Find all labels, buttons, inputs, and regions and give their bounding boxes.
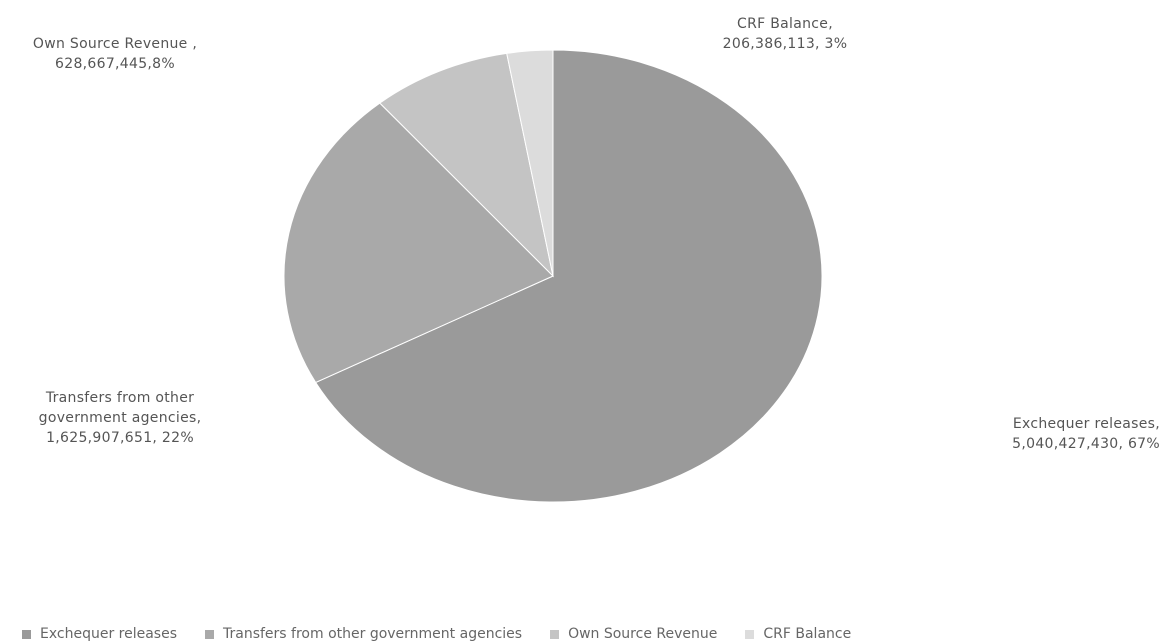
legend-label: Transfers from other government agencies: [223, 626, 523, 642]
legend-swatch-exchequer-releases: [22, 629, 31, 639]
legend-item-own-source-revenue: Own Source Revenue: [550, 626, 717, 642]
legend-label: CRF Balance: [763, 626, 852, 642]
pie-slices: [283, 49, 823, 503]
data-label-crf-balance: CRF Balance, 206,386,113, 3%: [722, 16, 848, 52]
legend-label: Exchequer releases: [40, 626, 177, 642]
legend-item-crf-balance: CRF Balance: [745, 626, 851, 642]
legend-item-transfers: Transfers from other government agencies: [205, 626, 522, 642]
data-label-exchequer-releases: Exchequer releases, 5,040,427,430, 67%: [1012, 416, 1160, 452]
pie-slice-own-source-revenue: [379, 52, 554, 278]
legend-swatch-own-source-revenue: [550, 629, 560, 639]
legend-swatch-transfers: [205, 629, 214, 639]
legend-label: Own Source Revenue: [568, 626, 718, 642]
data-label-own-source-revenue: Own Source Revenue , 628,667,445,8%: [32, 36, 198, 72]
data-label-transfers: Transfers from other government agencies…: [38, 390, 202, 446]
legend-swatch-crf-balance: [745, 629, 755, 639]
chart-legend: Exchequer releases Transfers from other …: [22, 624, 879, 644]
pie-slice-transfers-from-other-government-agencies: [283, 102, 554, 384]
pie-slice-exchequer-releases: [314, 49, 823, 503]
legend-item-exchequer-releases: Exchequer releases: [22, 626, 177, 642]
pie-slice-crf-balance: [506, 49, 554, 277]
